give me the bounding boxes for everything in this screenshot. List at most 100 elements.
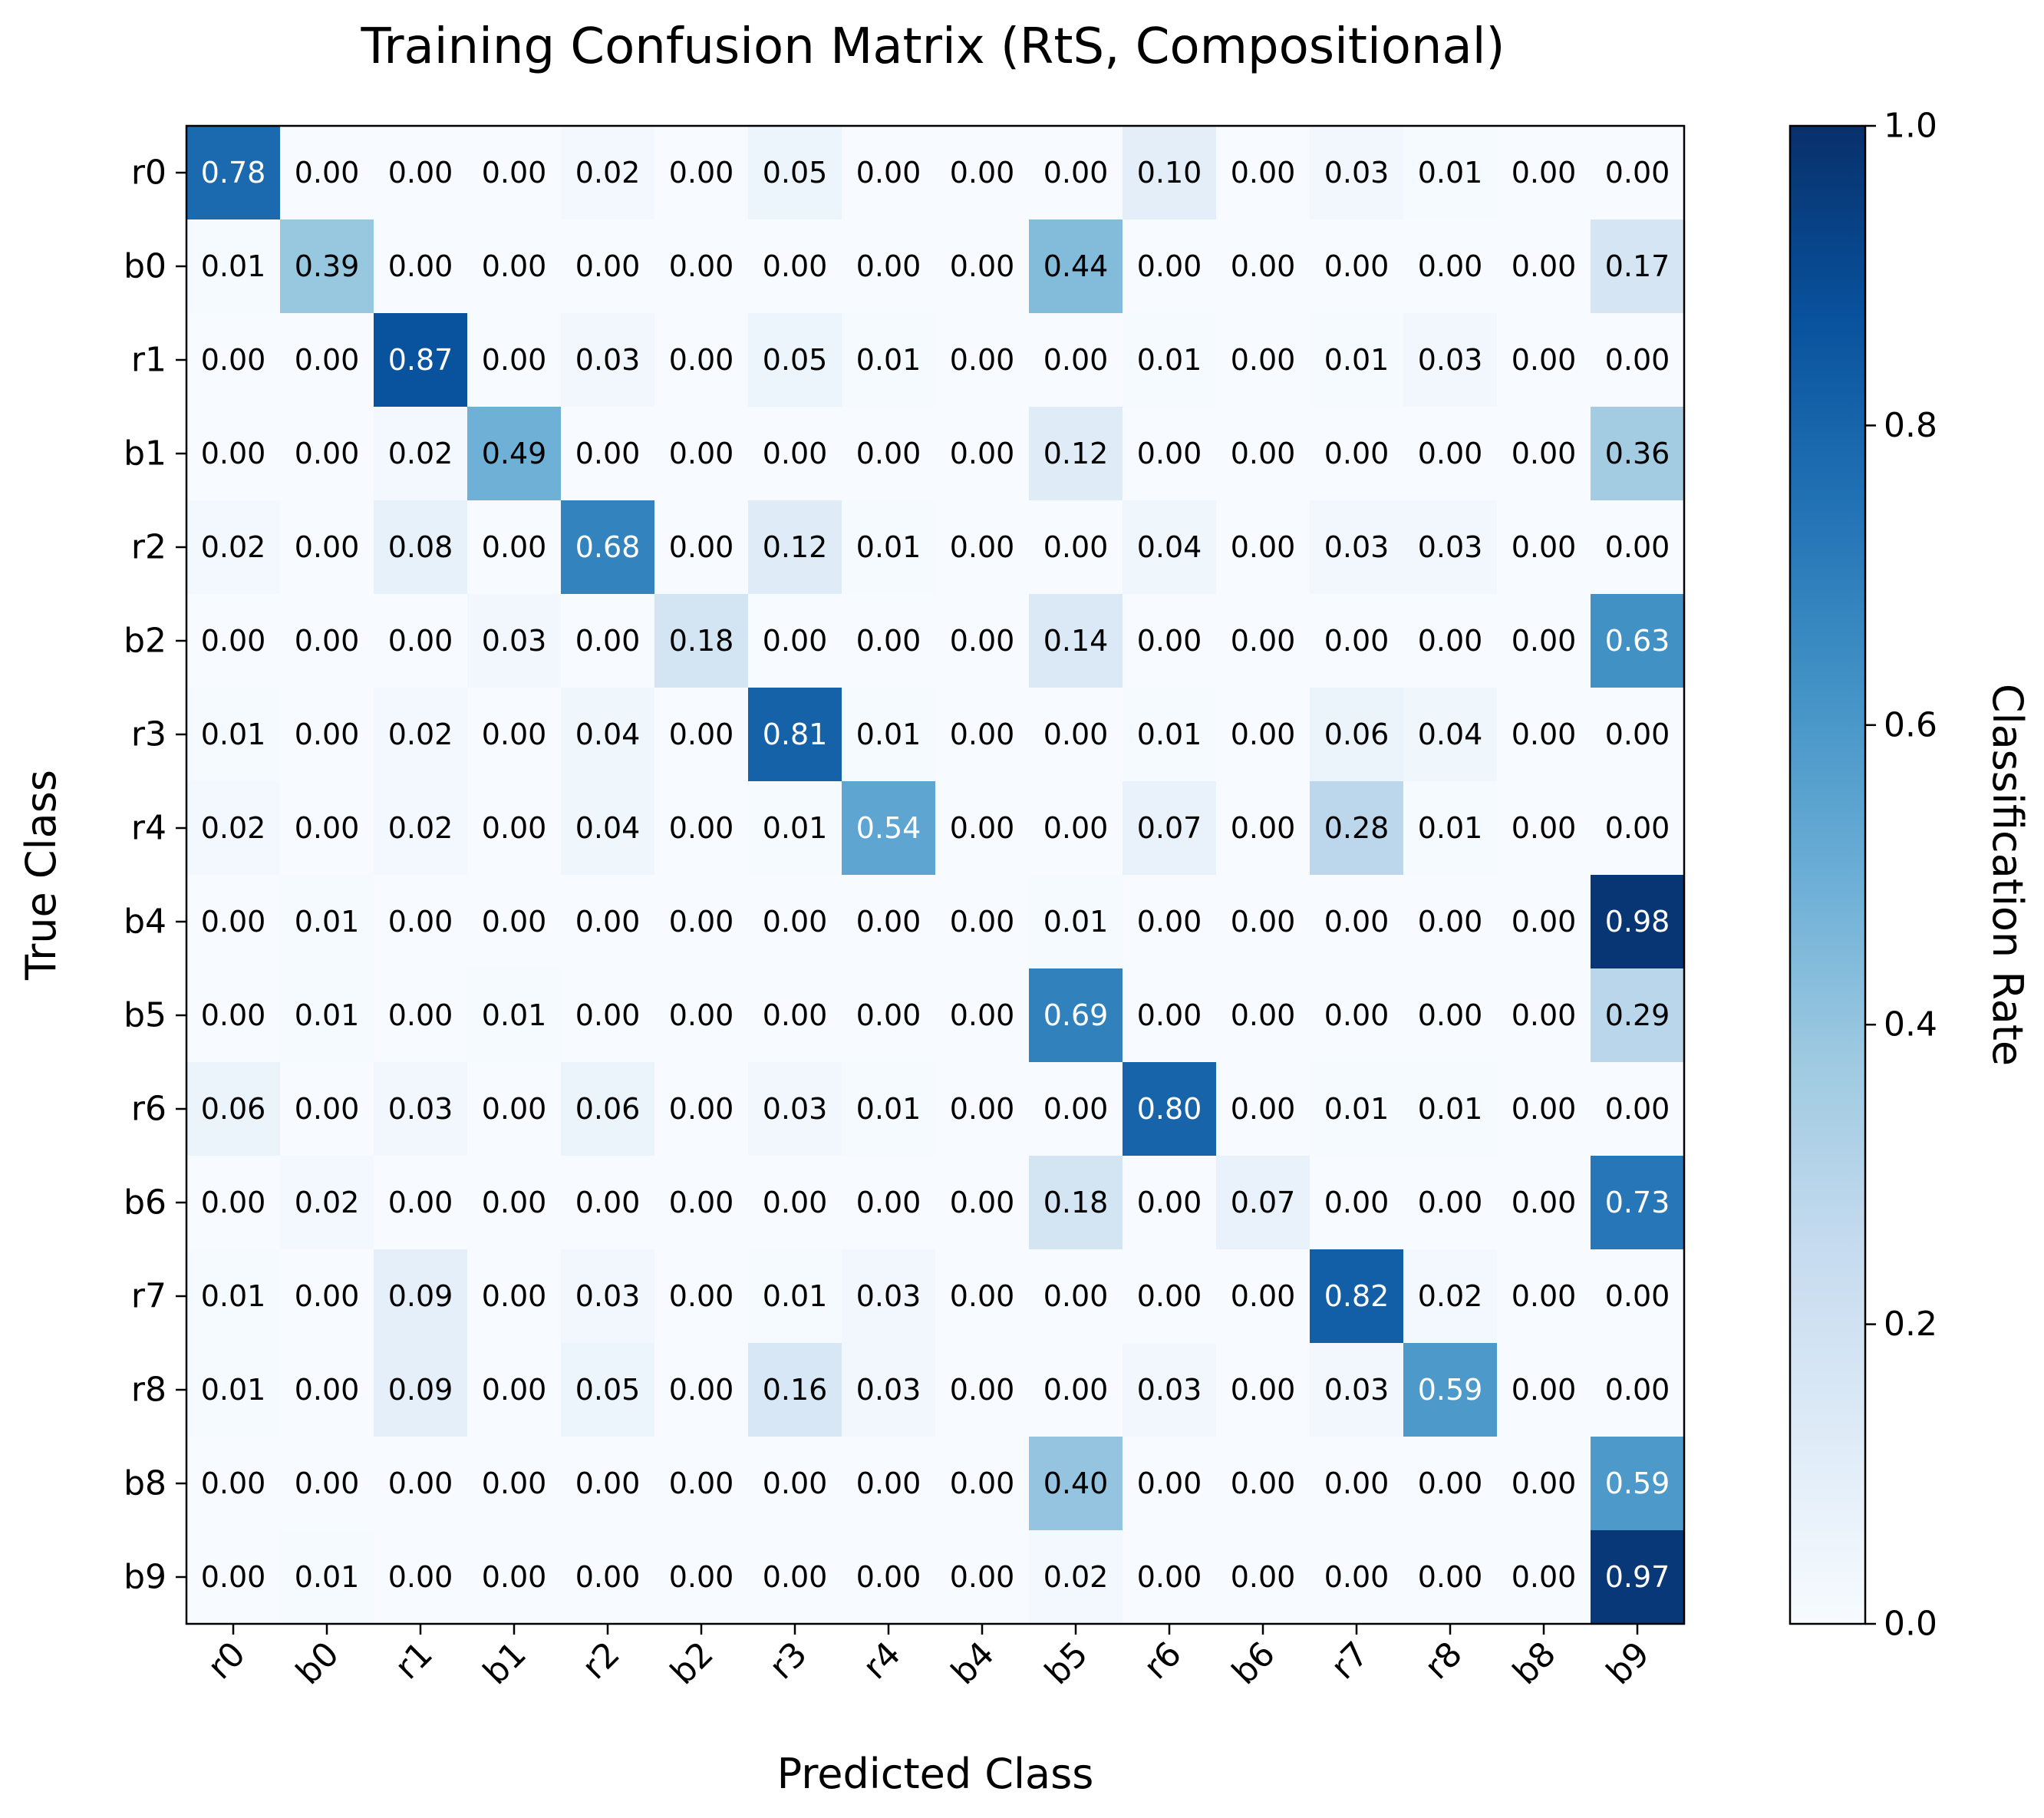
- heatmap-cell-r0-b6: [1216, 126, 1310, 220]
- heatmap-cell-b5-b9: [1591, 968, 1685, 1063]
- heatmap-cell-b0-b9: [1591, 219, 1685, 314]
- heatmap-cell-b9-r6: [1123, 1530, 1217, 1625]
- heatmap-cell-b0-r8: [1403, 219, 1498, 314]
- heatmap-cell-r7-b2: [654, 1249, 749, 1344]
- y-tick-label: b8: [124, 1464, 166, 1503]
- heatmap-cell-b4-b0: [280, 875, 374, 969]
- cell-value-label: 0.00: [856, 156, 921, 190]
- heatmap-cell-r3-b5: [1029, 688, 1123, 782]
- cell-value-label: 0.00: [1043, 1092, 1109, 1126]
- cell-value-label: 0.00: [388, 249, 453, 283]
- heatmap-cell-b0-r1: [374, 219, 468, 314]
- y-tick-label: b9: [124, 1558, 166, 1597]
- heatmap-cell-b4-b2: [654, 875, 749, 969]
- y-tick-label: r0: [131, 153, 166, 193]
- cell-value-label: 0.00: [1512, 1467, 1577, 1500]
- heatmap-cell-r3-r6: [1123, 688, 1217, 782]
- heatmap-cell-b8-r0: [186, 1437, 281, 1531]
- cell-value-label: 0.00: [669, 718, 734, 751]
- heatmap-cell-r1-r6: [1123, 313, 1217, 407]
- heatmap-cell-b6-r0: [186, 1156, 281, 1250]
- heatmap-cell-b0-r2: [561, 219, 655, 314]
- heatmap-cell-b1-b1: [467, 407, 562, 501]
- cell-value-label: 0.00: [856, 249, 921, 283]
- cell-value-label: 0.00: [201, 624, 266, 658]
- cell-value-label: 0.00: [1605, 811, 1670, 845]
- cell-value-label: 0.00: [1043, 530, 1109, 564]
- cell-value-label: 0.00: [295, 811, 360, 845]
- heatmap-cell-r8-b0: [280, 1343, 374, 1437]
- cell-value-label: 0.00: [201, 343, 266, 377]
- colorbar: [1788, 124, 1867, 1625]
- cell-value-label: 0.00: [201, 1560, 266, 1594]
- cell-value-label: 0.00: [1137, 998, 1202, 1032]
- y-tick-label: b6: [124, 1183, 166, 1222]
- cell-value-label: 0.00: [1324, 437, 1390, 470]
- heatmap-cell-r4-b0: [280, 781, 374, 876]
- x-tick-label: b5: [1037, 1635, 1096, 1693]
- y-axis-label: True Class: [17, 770, 65, 981]
- heatmap-cell-r1-r8: [1403, 313, 1498, 407]
- heatmap-cell-b4-r3: [748, 875, 842, 969]
- heatmap-cell-b0-r0: [186, 219, 281, 314]
- heatmap-cell-b5-r3: [748, 968, 842, 1063]
- heatmap-cell-b8-r4: [842, 1437, 936, 1531]
- colorbar-tick-label: 0.0: [1884, 1605, 1937, 1644]
- heatmap-cell-b8-b0: [280, 1437, 374, 1531]
- y-axis-ticks: r0 b0 r1 b1 r2 b2 r3 r4 b4 b5 r6 b6 r7 r8 b8 b9: [124, 153, 186, 1597]
- cell-value-label: 0.00: [1231, 1092, 1296, 1126]
- heatmap-cell-r4-r7: [1310, 781, 1404, 876]
- heatmap-cell-b1-b5: [1029, 407, 1123, 501]
- x-tick-label: r4: [856, 1635, 908, 1688]
- heatmap-cell-b4-r1: [374, 875, 468, 969]
- cell-value-label: 0.16: [763, 1373, 828, 1407]
- heatmap-cell-b5-b1: [467, 968, 562, 1063]
- heatmap-cell-b5-r4: [842, 968, 936, 1063]
- heatmap-cell-r4-r6: [1123, 781, 1217, 876]
- cell-value-label: 0.00: [1418, 624, 1483, 658]
- cell-value-label: 0.01: [1418, 811, 1483, 845]
- cell-value-label: 0.00: [1324, 624, 1390, 658]
- y-tick-label: b2: [124, 622, 166, 661]
- heatmap-cell-r8-b4: [935, 1343, 1030, 1437]
- heatmap-cell-b8-b1: [467, 1437, 562, 1531]
- heatmap-cell-b9-r2: [561, 1530, 655, 1625]
- heatmap-cell-r8-r1: [374, 1343, 468, 1437]
- cell-value-label: 0.00: [1231, 811, 1296, 845]
- heatmap-cell-r8-r7: [1310, 1343, 1404, 1437]
- heatmap-cell-r3-r1: [374, 688, 468, 782]
- cell-value-label: 0.00: [482, 905, 547, 939]
- colorbar-tick-label: 0.8: [1884, 406, 1937, 445]
- heatmap-cell-r0-r7: [1310, 126, 1404, 220]
- cell-value-label: 0.00: [1324, 998, 1390, 1032]
- cell-value-label: 0.08: [388, 530, 453, 564]
- cell-value-label: 0.00: [1512, 1373, 1577, 1407]
- heatmap-cell-b1-r6: [1123, 407, 1217, 501]
- cell-value-label: 0.00: [1231, 530, 1296, 564]
- cell-value-label: 0.01: [201, 1279, 266, 1313]
- heatmap-cell-b1-b8: [1497, 407, 1591, 501]
- heatmap-cell-b5-r6: [1123, 968, 1217, 1063]
- heatmap-cell-b5-b8: [1497, 968, 1591, 1063]
- cell-value-label: 0.01: [856, 343, 921, 377]
- heatmap-cell-b8-r1: [374, 1437, 468, 1531]
- heatmap-cell-r8-r0: [186, 1343, 281, 1437]
- cell-value-label: 0.00: [1231, 1279, 1296, 1313]
- cell-value-label: 0.00: [1231, 624, 1296, 658]
- cell-value-label: 0.63: [1605, 624, 1670, 658]
- heatmap-cell-b6-r2: [561, 1156, 655, 1250]
- heatmap-cell-b2-b1: [467, 594, 562, 688]
- heatmap-cell-r4-b5: [1029, 781, 1123, 876]
- cell-value-label: 0.00: [482, 811, 547, 845]
- cell-value-label: 0.02: [388, 811, 453, 845]
- cell-value-label: 0.00: [388, 998, 453, 1032]
- cell-value-label: 0.03: [856, 1279, 921, 1313]
- heatmap-cell-r7-r7: [1310, 1249, 1404, 1344]
- heatmap-cell-r0-r6: [1123, 126, 1217, 220]
- heatmap-cell-r2-r1: [374, 500, 468, 595]
- cell-value-label: 0.00: [856, 624, 921, 658]
- heatmap-cell-r7-r0: [186, 1249, 281, 1344]
- cell-value-label: 0.00: [950, 343, 1015, 377]
- cell-value-label: 0.00: [856, 905, 921, 939]
- heatmap-cell-b0-r3: [748, 219, 842, 314]
